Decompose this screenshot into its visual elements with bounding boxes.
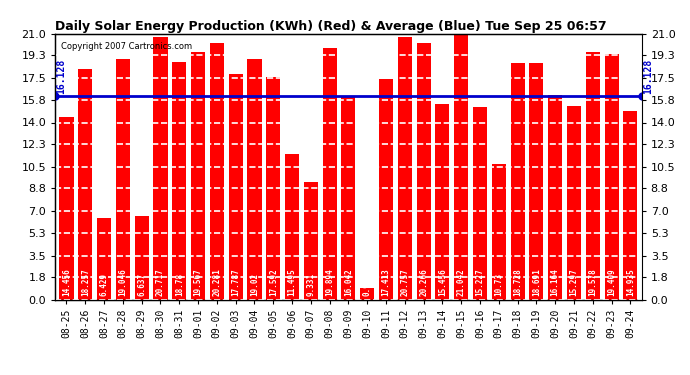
Bar [435,104,449,300]
Text: 19.894: 19.894 [325,268,334,296]
Text: 15.227: 15.227 [475,268,484,296]
Text: 15.297: 15.297 [569,268,578,296]
Text: 21.042: 21.042 [457,268,466,296]
Text: 16.128: 16.128 [642,58,653,94]
Text: 14.935: 14.935 [626,268,635,296]
Text: 17.592: 17.592 [269,268,278,296]
Bar [78,69,92,300]
Text: 15.456: 15.456 [438,268,447,296]
Text: 16.164: 16.164 [551,268,560,296]
Text: 14.456: 14.456 [62,268,71,296]
Bar [210,43,224,300]
Text: 18.691: 18.691 [532,268,541,296]
Bar [116,58,130,300]
Bar [323,48,337,300]
Text: 10.73: 10.73 [494,273,503,296]
Text: 20.757: 20.757 [400,268,409,296]
Bar [304,182,318,300]
Bar [266,77,280,300]
Bar [191,52,205,300]
Bar [623,111,638,300]
Text: 19.046: 19.046 [119,268,128,296]
Bar [604,54,619,300]
Text: Daily Solar Energy Production (KWh) (Red) & Average (Blue) Tue Sep 25 06:57: Daily Solar Energy Production (KWh) (Red… [55,20,607,33]
Bar [417,43,431,300]
Text: Copyright 2007 Cartronics.com: Copyright 2007 Cartronics.com [61,42,193,51]
Bar [511,63,524,300]
Bar [567,106,581,300]
Bar [398,37,412,300]
Bar [379,79,393,300]
Text: 19.567: 19.567 [194,268,203,296]
Text: 6.637: 6.637 [137,273,146,296]
Bar [548,95,562,300]
Text: 17.787: 17.787 [231,268,240,296]
Text: 18.728: 18.728 [513,268,522,296]
Text: 6.429: 6.429 [99,273,108,296]
Bar [248,59,262,300]
Text: 16.042: 16.042 [344,268,353,296]
Bar [360,288,374,300]
Text: 9.331: 9.331 [306,273,315,296]
Text: 18.257: 18.257 [81,268,90,296]
Bar [473,107,487,300]
Text: 16.128: 16.128 [56,58,66,94]
Text: 19.578: 19.578 [589,268,598,296]
Text: 18.78: 18.78 [175,273,184,296]
Text: 11.495: 11.495 [288,268,297,296]
Text: 20.717: 20.717 [156,268,165,296]
Text: 0.955: 0.955 [363,273,372,296]
Text: 20.266: 20.266 [419,268,428,296]
Bar [586,52,600,300]
Bar [153,38,168,300]
Bar [97,219,111,300]
Bar [492,164,506,300]
Bar [172,62,186,300]
Bar [454,33,469,300]
Bar [228,75,243,300]
Text: 17.413: 17.413 [382,268,391,296]
Text: 20.281: 20.281 [213,268,221,296]
Bar [135,216,149,300]
Bar [529,63,544,300]
Bar [59,117,74,300]
Text: 19.02: 19.02 [250,273,259,296]
Bar [342,97,355,300]
Bar [285,154,299,300]
Text: 19.409: 19.409 [607,268,616,296]
